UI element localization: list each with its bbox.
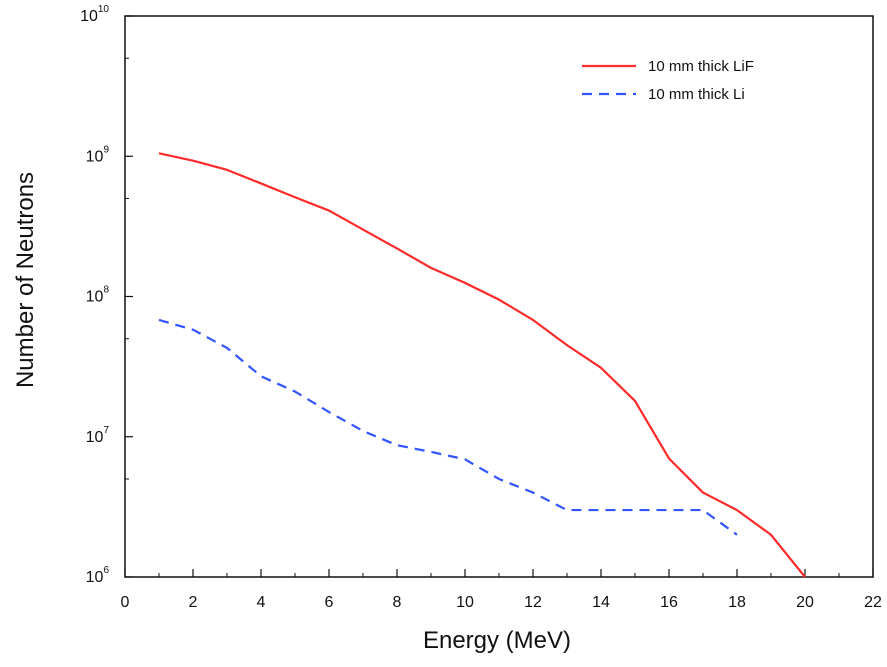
y-tick-label: 1010 (80, 4, 109, 25)
x-tick-label: 0 (121, 594, 130, 611)
x-tick-label: 14 (592, 594, 610, 611)
x-tick-label: 18 (728, 594, 746, 611)
y-tick-base: 10 (80, 8, 98, 25)
series-line-lif (158, 152, 806, 578)
y-tick-label: 107 (86, 425, 110, 446)
x-tick-label: 12 (524, 594, 542, 611)
y-tick-exponent: 10 (98, 4, 110, 15)
x-tick-label: 10 (456, 594, 474, 611)
y-tick-exponent: 9 (103, 144, 109, 155)
x-tick-label: 4 (257, 594, 266, 611)
series-line-li (158, 318, 738, 536)
y-tick-exponent: 7 (103, 425, 109, 436)
x-tick-label: 22 (864, 594, 882, 611)
y-tick-exponent: 8 (103, 285, 109, 296)
x-tick-label: 6 (325, 594, 334, 611)
x-tick-label: 2 (189, 594, 198, 611)
y-tick-label: 108 (86, 285, 110, 306)
y-tick-label: 106 (86, 565, 110, 586)
x-tick-label: 20 (796, 594, 814, 611)
y-tick-base: 10 (86, 289, 104, 306)
y-tick-base: 10 (86, 148, 104, 165)
y-tick-label: 109 (86, 144, 110, 165)
y-tick-base: 10 (86, 569, 104, 586)
legend-label-li: 10 mm thick Li (648, 86, 745, 103)
legend-label-lif: 10 mm thick LiF (648, 58, 754, 75)
y-tick-exponent: 6 (103, 565, 109, 576)
y-tick-base: 10 (86, 429, 104, 446)
y-axis-label: Number of Neutrons (12, 172, 39, 388)
x-tick-label: 8 (393, 594, 402, 611)
x-tick-label: 16 (660, 594, 678, 611)
x-axis-label: Energy (MeV) (423, 627, 571, 654)
